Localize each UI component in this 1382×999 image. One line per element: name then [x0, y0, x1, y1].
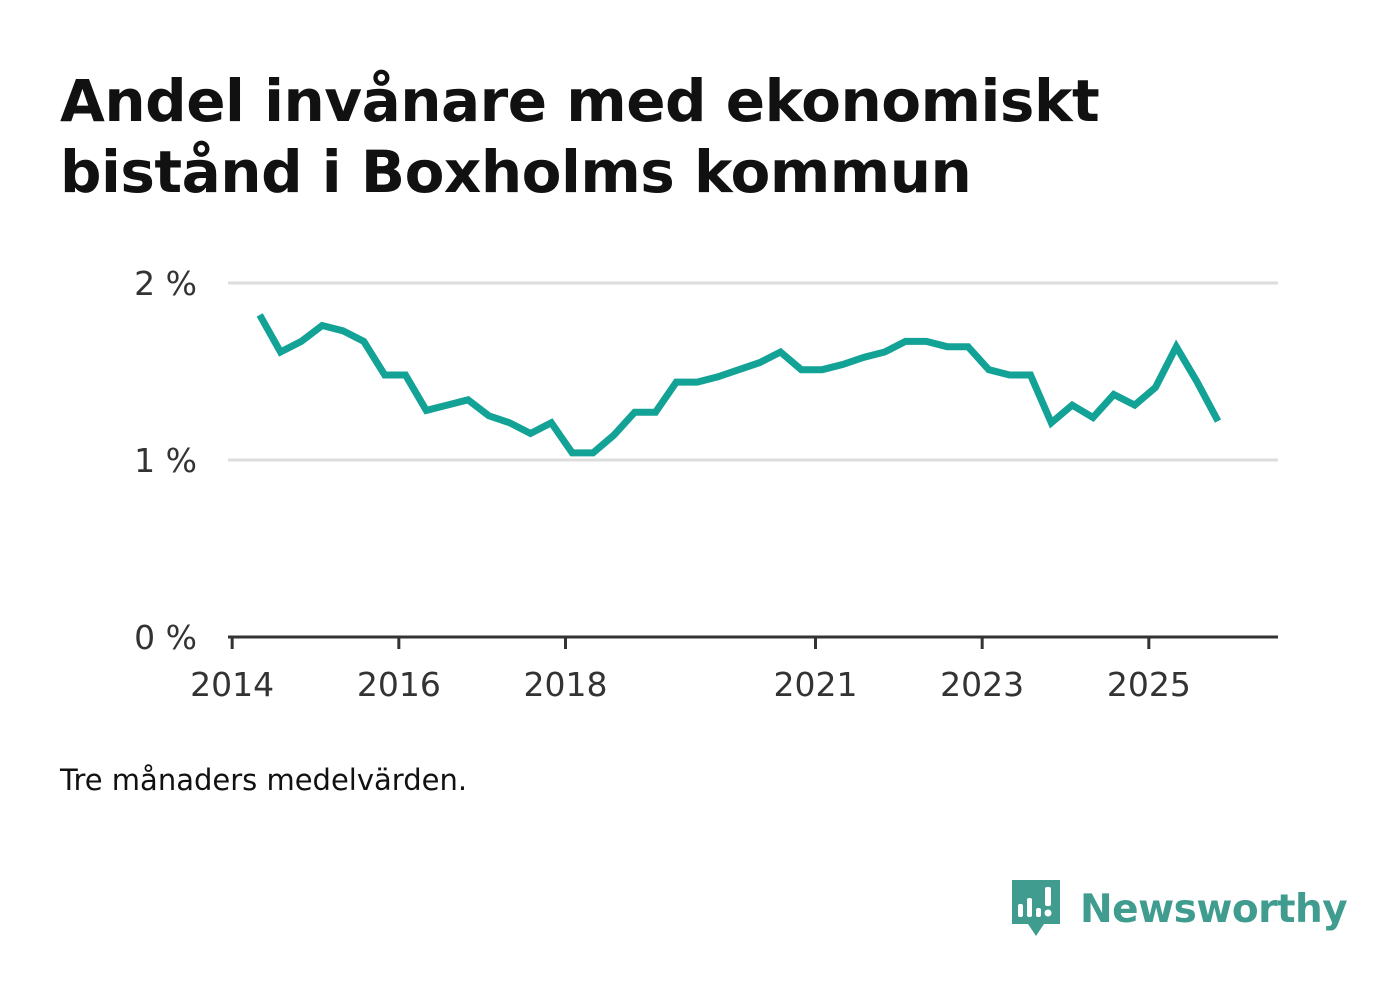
title-line-2: bistånd i Boxholms kommun: [60, 138, 972, 206]
y-tick-label: 1 %: [134, 441, 197, 480]
page-title: Andel invånare med ekonomiskt bistånd i …: [60, 66, 1300, 208]
y-tick-label: 0 %: [134, 618, 197, 657]
grid-lines: [228, 281, 1278, 462]
chart-caption: Tre månaders medelvärden.: [60, 763, 468, 797]
x-axis-ticks: 2014 2016 2018 2021 2023 2025: [190, 637, 1191, 704]
brand-name: Newsworthy: [1080, 886, 1348, 932]
x-tick-label: 2021: [774, 665, 858, 704]
x-tick-label: 2025: [1107, 665, 1191, 704]
x-tick-label: 2018: [524, 665, 608, 704]
y-axis-ticks: 0 % 1 % 2 %: [134, 264, 197, 657]
title-line-1: Andel invånare med ekonomiskt: [60, 67, 1100, 135]
newsworthy-logo-icon: [1012, 880, 1060, 936]
series-line-0: [256, 313, 1222, 457]
x-tick-label: 2023: [940, 665, 1024, 704]
series-layer: [256, 313, 1222, 457]
line-chart: 0 % 1 % 2 % 2014 2016 2018 2021 2023 2025: [134, 264, 1278, 704]
y-tick-label: 2 %: [134, 264, 197, 303]
x-tick-label: 2014: [190, 665, 274, 704]
x-tick-label: 2016: [357, 665, 441, 704]
brand-logo[interactable]: Newsworthy: [1010, 878, 1348, 940]
